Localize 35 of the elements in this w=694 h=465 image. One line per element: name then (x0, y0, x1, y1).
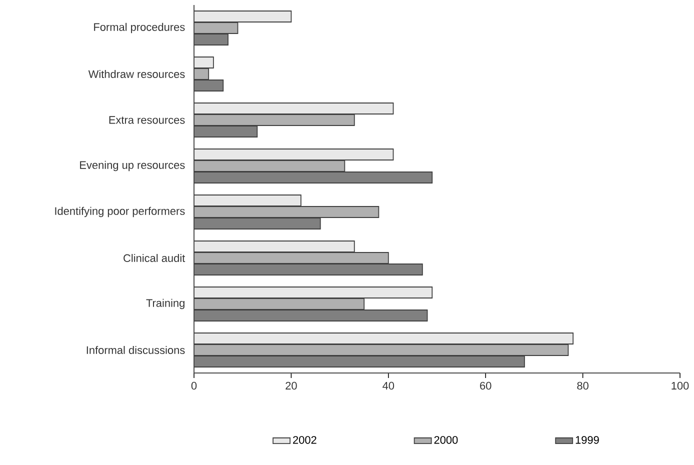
bar (194, 194, 302, 206)
bar (194, 114, 355, 126)
y-tick-label: Extra resources (109, 116, 185, 124)
y-tick-label: Withdraw resources (88, 70, 185, 78)
bar (194, 310, 428, 322)
bar (194, 148, 394, 160)
bar (194, 298, 365, 310)
y-tick-label: Clinical audit (124, 254, 186, 262)
bar (194, 240, 355, 252)
x-tick-label: 0 (191, 382, 197, 390)
bar (194, 286, 433, 298)
bar (194, 356, 525, 368)
legend-label: 2000 (434, 436, 458, 444)
bar (194, 252, 389, 264)
bar (194, 160, 346, 172)
legend-label: 2002 (293, 436, 316, 444)
bar (194, 10, 292, 22)
bar (194, 344, 569, 356)
bar (194, 264, 423, 276)
bar (194, 172, 433, 184)
bar (194, 206, 380, 218)
y-tick-label: Training (146, 298, 184, 310)
x-tick-label: 80 (577, 382, 588, 390)
x-tick-label: 100 (672, 382, 689, 390)
y-tick-label: Formal procedures (94, 22, 185, 34)
x-tick-label: 40 (382, 382, 394, 390)
x-tick-label: 20 (286, 382, 297, 390)
legend-label: 1999 (576, 436, 599, 444)
y-tick-label: Informal discussions (86, 346, 185, 354)
bar (194, 332, 574, 344)
bar (194, 218, 321, 230)
y-tick-label: Evening up resources (80, 160, 185, 172)
bar (194, 102, 394, 114)
x-tick-label: 60 (480, 382, 492, 390)
y-tick-label: Identifying poor performers (55, 206, 185, 218)
